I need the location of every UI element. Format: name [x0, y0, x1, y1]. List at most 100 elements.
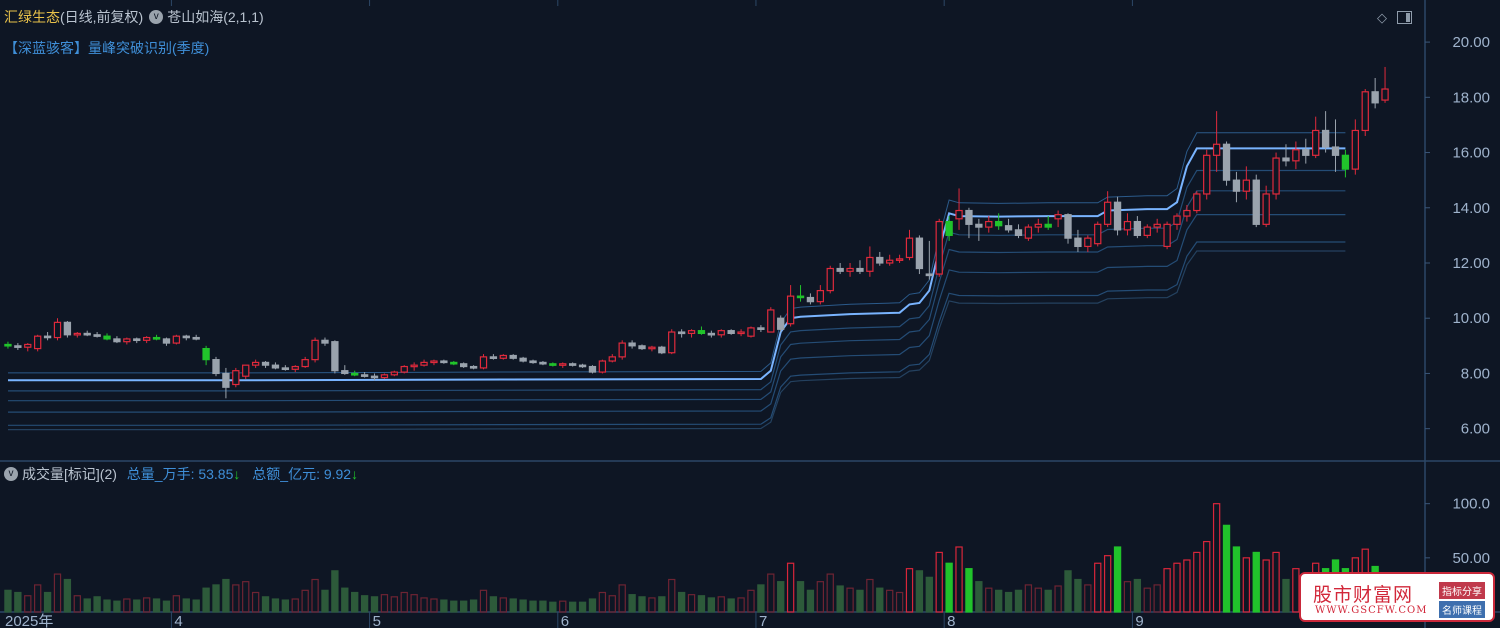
candle-body: [202, 347, 210, 361]
volume-bar: [380, 594, 389, 613]
candle-body: [34, 335, 42, 350]
volume-bar: [1064, 570, 1072, 613]
candle-body: [123, 338, 131, 343]
candle-body: [1232, 179, 1241, 192]
period-label[interactable]: (日线,前复权): [60, 9, 144, 25]
x-tick-label: 6: [561, 613, 569, 628]
volume-bar: [311, 578, 319, 613]
volume-bar: [578, 601, 587, 613]
volume-bar: [786, 562, 795, 613]
candle-body: [717, 330, 725, 336]
candle-body: [261, 361, 270, 366]
price-tick-label: 6.00: [1461, 421, 1490, 438]
volume-bar: [856, 589, 864, 613]
indicator-sub[interactable]: 【深蓝骇客】量峰突破识别(季度): [4, 40, 210, 56]
volume-bar: [1074, 578, 1082, 613]
volume-bar: [915, 570, 924, 613]
candle-body: [846, 267, 854, 272]
diamond-icon[interactable]: ◇: [1377, 10, 1387, 25]
volume-bar: [955, 546, 963, 613]
circle-toggle-icon[interactable]: v: [4, 467, 18, 482]
volume-bar: [321, 589, 329, 613]
candle-body: [380, 374, 389, 379]
volume-bar: [341, 587, 349, 613]
volume-bar: [905, 568, 914, 613]
volume-bar: [598, 591, 607, 613]
candle-body: [489, 356, 498, 359]
candle-body: [1143, 226, 1151, 236]
candle-body: [142, 336, 151, 341]
volume-bar: [469, 599, 478, 613]
volume-bar: [658, 596, 666, 613]
candle-body: [1103, 201, 1112, 225]
volume-bar: [142, 597, 151, 613]
top-right-icons: ◇: [1377, 10, 1412, 26]
volume-bar: [489, 596, 498, 613]
volume-bar: [1133, 578, 1142, 613]
candle-body: [1312, 129, 1320, 156]
x-tick-label: 7: [759, 613, 767, 628]
circle-toggle-icon[interactable]: v: [149, 10, 164, 25]
candle-body: [291, 365, 299, 370]
volume-bar: [945, 562, 953, 613]
candle-body: [677, 331, 686, 335]
band-line: [8, 241, 1346, 426]
volume-bar: [1113, 546, 1122, 613]
volume-bar: [400, 591, 408, 613]
candle-body: [1331, 146, 1340, 156]
candle-body: [1074, 237, 1082, 248]
candle-body: [727, 330, 735, 335]
candle-body: [915, 237, 924, 270]
price-tick-label: 10.00: [1452, 310, 1490, 327]
candle-body: [1024, 226, 1033, 239]
volume-bar: [83, 598, 91, 613]
candle-body: [1173, 215, 1181, 225]
candle-body: [469, 365, 478, 369]
band-line: [8, 250, 1346, 431]
candle-body: [658, 346, 666, 354]
candle-body: [1272, 157, 1280, 195]
candle-body: [479, 356, 488, 369]
indicator-main[interactable]: 苍山如海(2,1,1): [167, 9, 264, 25]
candle-body: [103, 335, 111, 340]
volume-bar: [113, 600, 121, 613]
candle-body: [152, 336, 161, 340]
price-bands: [8, 132, 1346, 431]
candle-body: [826, 267, 834, 292]
volume-bar: [93, 596, 101, 613]
candle-body: [965, 209, 973, 225]
candle-body: [578, 364, 587, 368]
volume-bar: [638, 596, 646, 613]
volume-title[interactable]: 成交量[标记](2): [22, 466, 117, 482]
volume-bar: [994, 589, 1003, 613]
candle-body: [638, 345, 646, 350]
candle-body: [975, 223, 983, 228]
volume-bar: [1054, 585, 1062, 613]
volume-bar: [1272, 551, 1280, 613]
volume-bar: [806, 589, 815, 613]
price-tick-label: 12.00: [1452, 255, 1490, 272]
candle-body: [1123, 220, 1132, 231]
volume-bar: [866, 578, 874, 613]
volume-bar: [1262, 559, 1270, 613]
volume-bar: [360, 595, 369, 613]
down-arrow-icon: ↓: [351, 466, 359, 482]
panel-toggle-icon[interactable]: [1397, 11, 1412, 25]
candle-body: [747, 327, 755, 337]
stock-name[interactable]: 汇绿生态: [4, 9, 60, 25]
candle-body: [232, 370, 240, 386]
candle-body: [1242, 179, 1251, 192]
candle-body: [390, 371, 399, 376]
candle-body: [1183, 209, 1191, 217]
volume-bar: [34, 584, 42, 613]
volume-bar: [677, 591, 686, 613]
candle-body: [648, 346, 656, 350]
candle-body: [321, 339, 329, 344]
volume-bar: [687, 594, 696, 613]
volume-bar: [440, 599, 448, 613]
volume-header: v 成交量[标记](2) 总量_万手: 53.85↓ 总额_亿元: 9.92↓: [4, 465, 358, 483]
candle-body: [905, 237, 914, 259]
candle-body: [985, 220, 993, 228]
candle-body: [806, 296, 815, 303]
volume-bar: [1084, 584, 1092, 613]
